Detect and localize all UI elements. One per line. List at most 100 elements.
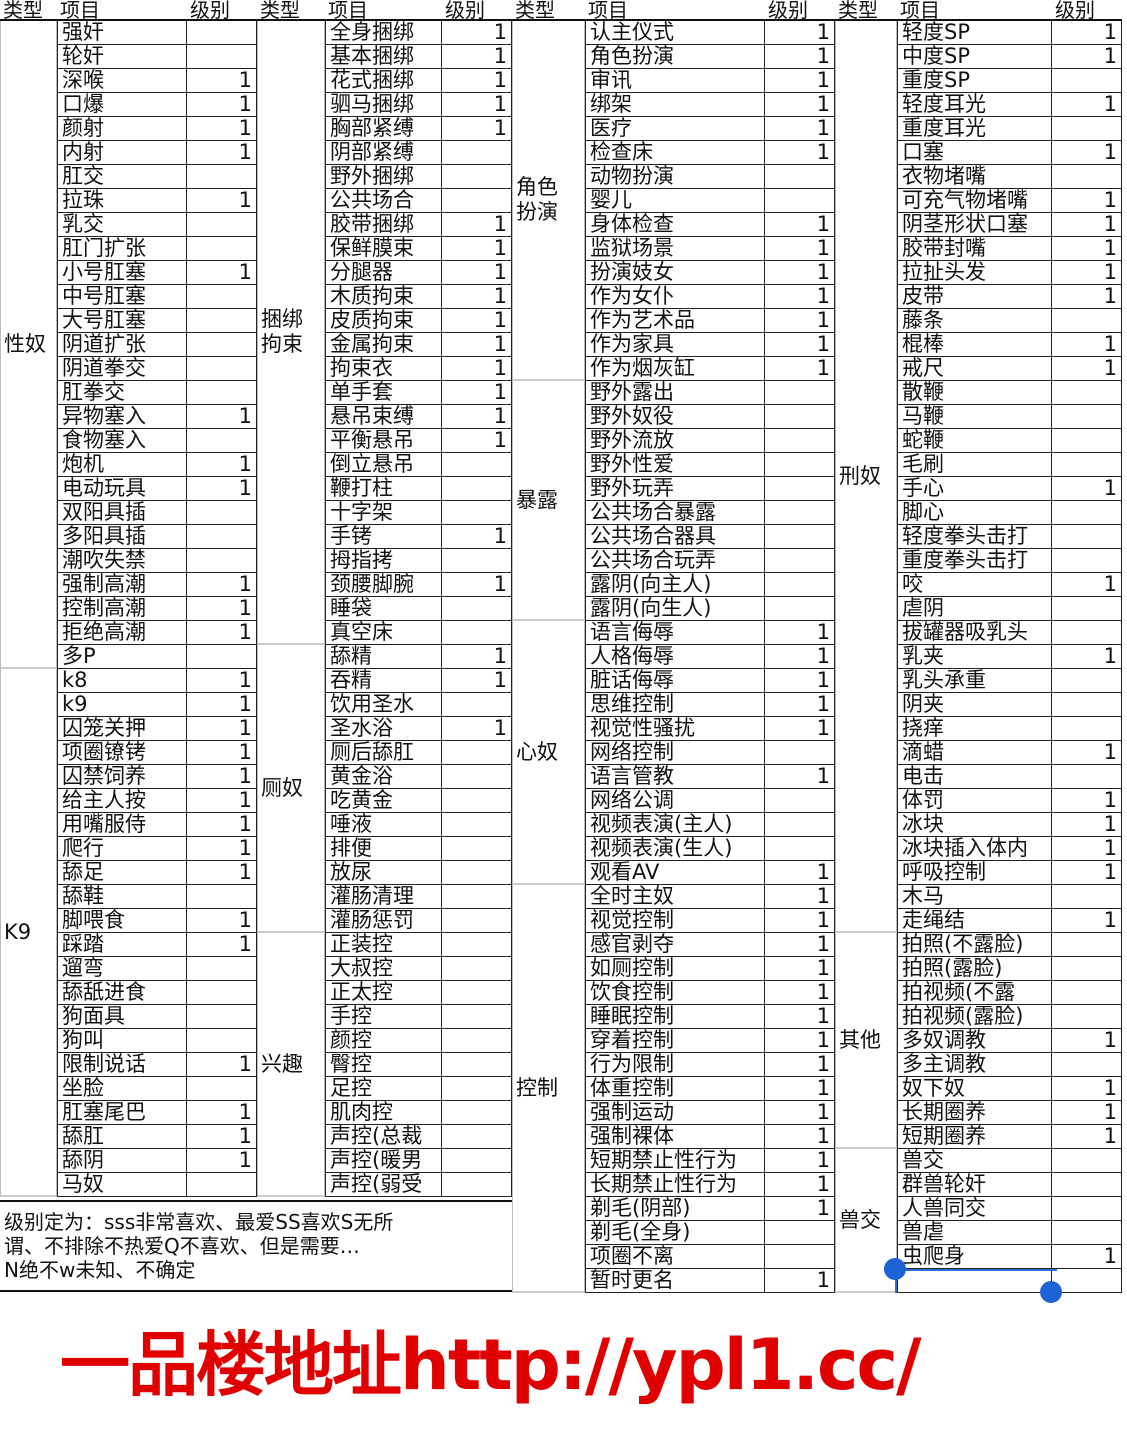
item-cell[interactable]: 野外露出	[585, 381, 765, 405]
type-cell[interactable]: 兽交	[835, 1149, 897, 1293]
item-cell[interactable]: 多奴调教	[897, 1029, 1052, 1053]
level-cell[interactable]	[765, 1245, 835, 1269]
level-cell[interactable]: 1	[187, 717, 257, 741]
item-cell[interactable]: 囚禁饲养	[57, 765, 187, 789]
level-cell[interactable]: 1	[765, 237, 835, 261]
item-cell[interactable]: 剃毛(全身)	[585, 1221, 765, 1245]
item-cell[interactable]: 乳交	[57, 213, 187, 237]
level-cell[interactable]: 1	[1052, 261, 1122, 285]
item-cell[interactable]: 轻度SP	[897, 21, 1052, 45]
item-cell[interactable]: 舔足	[57, 861, 187, 885]
item-cell[interactable]: 肛门扩张	[57, 237, 187, 261]
level-cell[interactable]	[187, 333, 257, 357]
level-cell[interactable]	[442, 861, 512, 885]
item-cell[interactable]: 长期圈养	[897, 1101, 1052, 1125]
item-cell[interactable]: 基本捆绑	[325, 45, 442, 69]
item-cell[interactable]: 吃黄金	[325, 789, 442, 813]
level-cell[interactable]	[442, 909, 512, 933]
item-cell[interactable]: 语言管教	[585, 765, 765, 789]
item-cell[interactable]: 作为家具	[585, 333, 765, 357]
item-cell[interactable]: 厕后舔肛	[325, 741, 442, 765]
level-cell[interactable]: 1	[1052, 357, 1122, 381]
item-cell[interactable]: 监狱场景	[585, 237, 765, 261]
level-cell[interactable]: 1	[442, 117, 512, 141]
level-cell[interactable]	[442, 549, 512, 573]
level-cell[interactable]: 1	[442, 525, 512, 549]
item-cell[interactable]: 虫爬身	[897, 1245, 1052, 1269]
item-cell[interactable]: 棍棒	[897, 333, 1052, 357]
level-cell[interactable]: 1	[187, 93, 257, 117]
level-cell[interactable]	[1052, 693, 1122, 717]
item-cell[interactable]: 拉扯头发	[897, 261, 1052, 285]
item-cell[interactable]: 舔阴	[57, 1149, 187, 1173]
level-cell[interactable]	[1052, 1053, 1122, 1077]
level-cell[interactable]	[765, 549, 835, 573]
level-cell[interactable]	[187, 429, 257, 453]
item-cell[interactable]: 挠痒	[897, 717, 1052, 741]
level-cell[interactable]	[765, 573, 835, 597]
level-cell[interactable]: 1	[1052, 237, 1122, 261]
level-cell[interactable]	[765, 813, 835, 837]
level-cell[interactable]: 1	[187, 909, 257, 933]
item-cell[interactable]: 身体检查	[585, 213, 765, 237]
item-cell[interactable]: 检查床	[585, 141, 765, 165]
level-cell[interactable]	[187, 1173, 257, 1197]
type-cell[interactable]: 角色扮演	[512, 21, 585, 381]
level-cell[interactable]	[442, 765, 512, 789]
level-cell[interactable]: 1	[765, 309, 835, 333]
item-cell[interactable]: 藤条	[897, 309, 1052, 333]
item-cell[interactable]: 炮机	[57, 453, 187, 477]
item-cell[interactable]: 作为女仆	[585, 285, 765, 309]
item-cell[interactable]: 声控(总裁	[325, 1125, 442, 1149]
item-cell[interactable]: 公共场合暴露	[585, 501, 765, 525]
level-cell[interactable]: 1	[1052, 573, 1122, 597]
level-cell[interactable]	[1052, 429, 1122, 453]
level-cell[interactable]	[442, 1029, 512, 1053]
type-cell[interactable]: 捆绑拘束	[257, 21, 325, 645]
item-cell[interactable]: 滴蜡	[897, 741, 1052, 765]
item-cell[interactable]: 拍视频(露脸)	[897, 1005, 1052, 1029]
item-cell[interactable]: 视频表演(生人)	[585, 837, 765, 861]
level-cell[interactable]: 1	[765, 213, 835, 237]
level-cell[interactable]: 1	[1052, 45, 1122, 69]
item-cell[interactable]: 拒绝高潮	[57, 621, 187, 645]
level-cell[interactable]: 1	[442, 405, 512, 429]
item-cell[interactable]: 口爆	[57, 93, 187, 117]
level-cell[interactable]: 1	[765, 333, 835, 357]
item-cell[interactable]: 蛇鞭	[897, 429, 1052, 453]
item-cell[interactable]: 限制说话	[57, 1053, 187, 1077]
level-cell[interactable]	[187, 309, 257, 333]
level-cell[interactable]	[442, 189, 512, 213]
item-cell[interactable]: 鞭打柱	[325, 477, 442, 501]
item-cell[interactable]: 视觉性骚扰	[585, 717, 765, 741]
item-cell[interactable]: k9	[57, 693, 187, 717]
level-cell[interactable]: 1	[187, 141, 257, 165]
level-cell[interactable]	[765, 477, 835, 501]
item-cell[interactable]: 露阴(向主人)	[585, 573, 765, 597]
level-cell[interactable]	[442, 1173, 512, 1197]
item-cell[interactable]: 饮食控制	[585, 981, 765, 1005]
item-cell[interactable]: 虐阴	[897, 597, 1052, 621]
level-cell[interactable]	[442, 957, 512, 981]
level-cell[interactable]	[1052, 1221, 1122, 1245]
level-cell[interactable]: 1	[765, 1053, 835, 1077]
level-cell[interactable]	[442, 981, 512, 1005]
item-cell[interactable]: 重度耳光	[897, 117, 1052, 141]
item-cell[interactable]: 重度拳头击打	[897, 549, 1052, 573]
item-cell[interactable]: 唾液	[325, 813, 442, 837]
item-cell[interactable]: 肌肉控	[325, 1101, 442, 1125]
item-cell[interactable]: 睡袋	[325, 597, 442, 621]
item-cell[interactable]: 舔精	[325, 645, 442, 669]
item-cell[interactable]: 内射	[57, 141, 187, 165]
level-cell[interactable]	[765, 381, 835, 405]
level-cell[interactable]: 1	[765, 669, 835, 693]
item-cell[interactable]: 胸部紧缚	[325, 117, 442, 141]
level-cell[interactable]	[765, 597, 835, 621]
item-cell[interactable]: 野外捆绑	[325, 165, 442, 189]
level-cell[interactable]	[187, 549, 257, 573]
item-cell[interactable]: 胶带捆绑	[325, 213, 442, 237]
item-cell[interactable]: 拍照(露脸)	[897, 957, 1052, 981]
type-cell[interactable]: 性奴	[0, 21, 57, 669]
level-cell[interactable]	[187, 237, 257, 261]
item-cell[interactable]: 肛交	[57, 165, 187, 189]
